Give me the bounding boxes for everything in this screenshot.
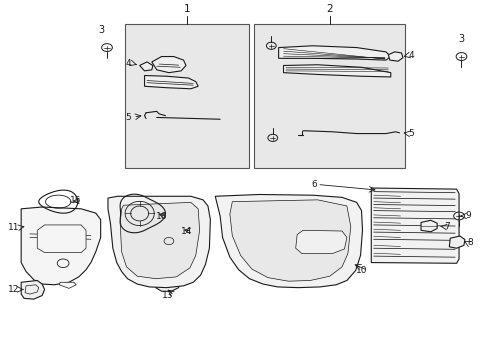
Polygon shape [448,236,464,248]
Polygon shape [21,207,101,285]
Polygon shape [370,188,458,263]
Polygon shape [156,219,185,247]
Text: 15: 15 [69,197,81,206]
Polygon shape [387,52,402,61]
Text: 7: 7 [444,222,449,231]
Text: 4: 4 [407,51,413,60]
Bar [125,24,249,168]
Polygon shape [156,277,180,291]
Text: 2: 2 [326,4,332,14]
Polygon shape [120,202,199,279]
Text: 9: 9 [464,211,469,220]
Text: 8: 8 [467,238,472,247]
Bar [254,24,405,168]
Polygon shape [144,76,198,89]
Text: 3: 3 [99,25,104,35]
Text: 12: 12 [8,285,19,294]
Polygon shape [215,194,362,288]
Text: 14: 14 [180,226,191,235]
Text: 3: 3 [457,34,464,44]
Polygon shape [37,225,86,252]
Polygon shape [278,46,390,60]
Polygon shape [108,196,210,288]
Polygon shape [21,280,44,299]
Polygon shape [25,285,39,294]
Polygon shape [283,65,390,77]
Polygon shape [229,200,350,281]
Text: 13: 13 [162,291,173,300]
Text: 6: 6 [310,180,316,189]
Text: 16: 16 [156,212,167,221]
Polygon shape [162,224,180,238]
Polygon shape [295,230,346,253]
Text: 5: 5 [407,129,413,138]
Text: 4: 4 [125,59,131,68]
Polygon shape [152,57,185,73]
Polygon shape [59,282,76,288]
Text: 10: 10 [355,266,366,275]
Text: 11: 11 [8,223,19,232]
Text: 1: 1 [183,4,190,14]
Text: 5: 5 [125,113,131,122]
Polygon shape [420,220,436,232]
Polygon shape [140,62,153,71]
